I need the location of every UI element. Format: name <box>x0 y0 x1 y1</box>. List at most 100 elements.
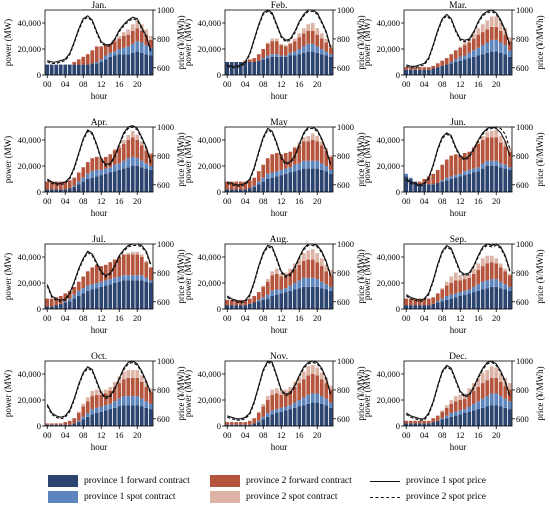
bar-p2-forward <box>117 38 122 49</box>
plot-frame <box>44 360 154 427</box>
bar-p2-forward <box>139 145 144 161</box>
bar-p2-spot <box>467 388 472 395</box>
bar-p2-forward <box>270 275 275 291</box>
bar-p1-forward <box>126 405 131 426</box>
bar-p1-spot <box>288 285 293 291</box>
bar-p1-forward <box>63 302 68 309</box>
bar-p1-forward <box>507 56 512 75</box>
plot-frame <box>44 9 154 76</box>
bar-p2-forward <box>126 254 131 276</box>
bar-p1-spot <box>292 402 297 408</box>
bar-p1-forward <box>252 186 257 192</box>
bar-p1-forward <box>440 181 445 192</box>
y2-tick-label: 800 <box>337 385 350 395</box>
bar-p2-forward <box>58 181 63 190</box>
legend-item-p1-spot: province 1 spot contract <box>48 490 176 504</box>
bar-p2-forward <box>489 377 494 394</box>
bar-p2-forward <box>426 176 431 185</box>
bar-p2-forward <box>252 418 257 424</box>
bar-p1-forward <box>54 424 59 426</box>
bar-p2-spot <box>148 153 153 155</box>
x-tick-label: 12 <box>456 79 465 89</box>
bar-p1-forward <box>238 305 243 309</box>
x-axis-label: hour <box>450 91 467 101</box>
y-axis-label: power (MW) <box>362 19 372 66</box>
bar-p1-forward <box>310 286 315 309</box>
bar-p2-forward <box>489 26 494 40</box>
line-p2-price <box>227 361 332 421</box>
bar-p1-forward <box>413 69 418 75</box>
bar-p1-forward <box>130 280 135 309</box>
bar-p1-forward <box>54 189 59 192</box>
bar-p1-spot <box>507 286 512 291</box>
bar-p2-forward <box>274 41 279 55</box>
bar-p2-forward <box>431 65 436 69</box>
bar-p1-spot <box>315 46 320 53</box>
bar-p2-forward <box>49 423 54 425</box>
line-p1-price <box>227 9 332 67</box>
bar-p2-forward <box>72 286 77 295</box>
bar-p1-spot <box>449 294 454 299</box>
y2-tick-label: 800 <box>516 385 529 395</box>
bar-p1-forward <box>431 303 436 309</box>
bar-p1-spot <box>81 416 86 420</box>
bar-p2-forward <box>315 141 320 161</box>
bar-p1-forward <box>121 168 126 192</box>
bar-p1-forward <box>76 184 81 192</box>
bar-p1-spot <box>485 160 490 166</box>
bar-p1-spot <box>144 401 149 408</box>
x-tick-label: 04 <box>420 430 429 440</box>
bar-p2-spot <box>480 258 485 267</box>
bar-p1-spot <box>494 39 499 52</box>
bar-p1-forward <box>426 305 431 309</box>
bar-p1-forward <box>130 166 135 192</box>
bar-p1-spot <box>256 181 261 185</box>
x-tick-label: 16 <box>115 79 124 89</box>
bar-p1-forward <box>449 298 454 309</box>
bar-p1-forward <box>58 424 63 426</box>
bar-p2-forward <box>45 423 50 425</box>
bar-p2-spot <box>324 38 329 43</box>
bar-p2-spot <box>498 136 503 143</box>
bar-p1-forward <box>480 168 485 192</box>
y-tick-label: 20,000 <box>377 44 400 54</box>
bar-p1-spot <box>94 283 99 289</box>
bar-p1-spot <box>108 52 113 57</box>
bar-p2-forward <box>270 41 275 55</box>
x-tick-label: 16 <box>295 430 304 440</box>
x-tick-label: 00 <box>223 196 232 206</box>
bar-p1-forward <box>135 51 140 75</box>
bar-p1-spot <box>292 283 297 290</box>
subplot-title: Jul. <box>92 235 105 245</box>
y2-axis-label: price (¥/MWh) <box>535 366 545 420</box>
bar-p1-spot <box>328 54 333 57</box>
bar-p1-spot <box>135 275 140 281</box>
bar-p1-spot <box>498 163 503 168</box>
bar-p1-spot <box>444 296 449 300</box>
bar-p2-forward <box>462 279 467 291</box>
bar-p2-forward <box>453 50 458 60</box>
bar-p2-forward <box>324 42 329 52</box>
bar-p2-spot <box>507 383 512 390</box>
x-tick-label: 16 <box>474 79 483 89</box>
bar-p1-spot <box>297 280 302 289</box>
line-p1-price <box>405 360 511 420</box>
x-tick-label: 04 <box>420 313 429 323</box>
bar-p2-forward <box>117 257 122 277</box>
bar-p1-forward <box>306 403 311 426</box>
bar-p2-forward <box>256 413 261 421</box>
bar-p2-spot <box>76 411 81 413</box>
bar-p2-forward <box>301 379 306 398</box>
bar-p2-spot <box>319 33 324 39</box>
bar-p2-spot <box>310 133 315 140</box>
bar-p1-forward <box>494 51 499 75</box>
bar-p2-spot <box>301 28 306 34</box>
bar-p1-forward <box>117 406 122 426</box>
bar-p1-forward <box>315 168 320 192</box>
bar-p2-forward <box>99 158 104 170</box>
legend-swatch-p1-spot <box>48 491 78 503</box>
bar-p1-spot <box>103 168 108 174</box>
y2-tick-label: 1000 <box>516 122 533 132</box>
y-tick-label: 20,000 <box>18 395 41 405</box>
